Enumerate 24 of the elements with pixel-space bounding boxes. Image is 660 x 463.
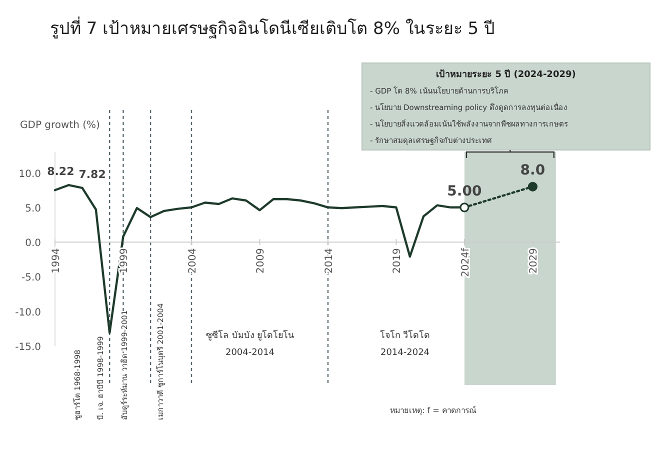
- x-tick-label: 2019: [392, 248, 404, 274]
- data-label: 8.22: [47, 165, 74, 178]
- data-label: 8.0: [520, 162, 546, 179]
- x-tick-label: 1999: [119, 248, 130, 274]
- x-tick-label: 2029: [528, 248, 540, 274]
- y-tick-label: -15.0: [15, 342, 41, 353]
- x-tick-label: 2009: [256, 248, 267, 274]
- data-label: 5.00: [447, 183, 482, 200]
- y-tick-label: -5.0: [21, 272, 41, 284]
- y-tick-label: 10.0: [18, 168, 41, 180]
- y-tick-label: 0.0: [25, 238, 41, 250]
- data-label: 7.82: [78, 168, 106, 181]
- y-axis-title: GDP growth (%): [20, 120, 100, 131]
- annotation: ซูซีโล บัมบัง ยูโดโยโน 2004-2014: [206, 330, 294, 358]
- x-tick-label: 2024f: [460, 248, 472, 278]
- y-tick-label: -10.0: [15, 307, 41, 318]
- text: เป้าหมายระยะ 5 ปี (2024-2029): [436, 69, 576, 80]
- y-tick-label: 5.0: [25, 203, 41, 214]
- text: หมายเหตุ: f = คาดการณ์: [390, 405, 477, 415]
- annotation: โจโก วีโดโด 2014-2024: [380, 330, 430, 358]
- x-tick-label: 1994: [51, 248, 62, 274]
- x-tick-label: 2014: [324, 248, 335, 274]
- chart-title: รูปที่ 7 เป้าหมายเศรษฐกิจอินโดนีเซียเติบโต 8% ในระยะ 5 ปี: [50, 16, 496, 39]
- x-tick-label: 2004: [187, 248, 198, 274]
